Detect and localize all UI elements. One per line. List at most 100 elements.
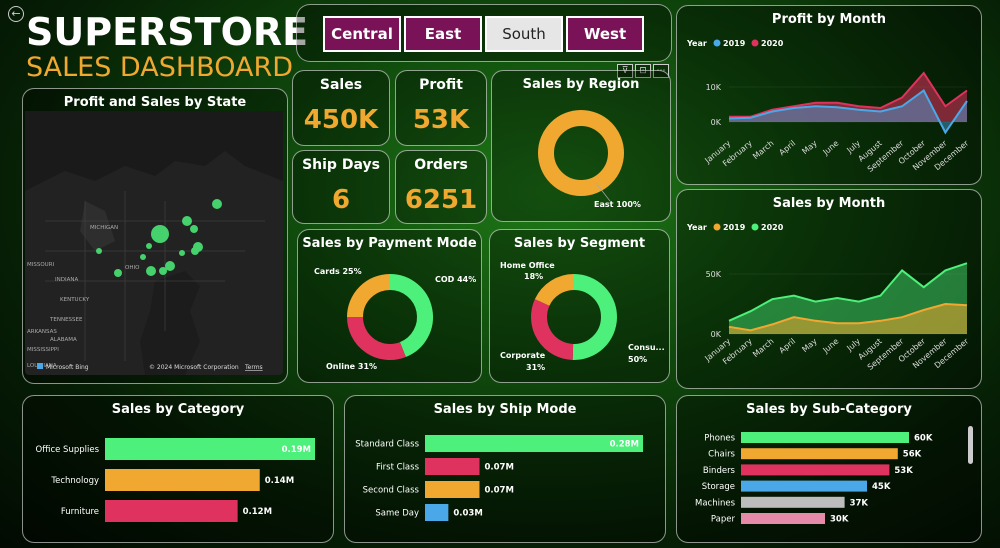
map-label-kentucky: KENTUCKY xyxy=(60,297,90,303)
map-label-alabama: ALABAMA xyxy=(50,337,77,343)
category-card: Sales by Category Office Supplies 0.19M Te… xyxy=(22,395,334,543)
shipmode-bar-chart[interactable]: Standard Class 0.28M First Class 0.07M Secon… xyxy=(345,418,665,542)
map-attribution: © 2024 Microsoft Corporation xyxy=(149,364,239,371)
segment-label-home-office: Home Office xyxy=(500,261,555,270)
map-label-indiana: INDIANA xyxy=(55,277,78,283)
kpi-sales-label: Sales xyxy=(319,77,363,93)
segment-donut-chart[interactable]: Consu... 50% Corporate 31% Home Office 18% xyxy=(490,252,669,382)
area-fill-2019 xyxy=(729,90,967,133)
kpi-orders-value: 6251 xyxy=(404,185,478,215)
bar-category-label: Storage xyxy=(702,482,735,492)
shipmode-card: Sales by Ship Mode Standard Class 0.28M Fi… xyxy=(344,395,666,543)
map-card: Profit and Sales by State MICHIGAN OHIO … xyxy=(22,88,288,384)
kpi-ship-days: Ship Days 6 xyxy=(292,150,390,224)
legend-marker-2019 xyxy=(713,39,721,47)
legend-label-2019: 2019 xyxy=(723,39,746,48)
bar-value-label: 45K xyxy=(872,482,891,492)
bar-furniture xyxy=(105,500,238,522)
kpi-ship-days-label: Ship Days xyxy=(302,157,380,173)
legend-label-2019: 2019 xyxy=(723,223,746,232)
x-tick-label: June xyxy=(821,139,841,158)
segment-pct-consumer: 50% xyxy=(628,355,647,364)
bar-category-label: Office Supplies xyxy=(36,445,100,455)
area-line-2019 xyxy=(728,302,968,332)
segment-pct-corporate: 31% xyxy=(526,363,545,372)
legend-label-2020: 2020 xyxy=(761,39,784,48)
category-bar-chart[interactable]: Office Supplies 0.19M Technology 0.14M Furni… xyxy=(23,418,333,542)
slicer-central[interactable]: Central xyxy=(323,16,401,52)
kpi-sales: Sales 450K xyxy=(292,70,390,146)
kpi-profit: Profit 53K xyxy=(395,70,487,146)
bar-category-label: Chairs xyxy=(708,450,735,460)
y-tick-label: 50K xyxy=(706,270,722,279)
y-tick-label: 10K xyxy=(706,83,722,92)
filter-icon[interactable]: ⊽ xyxy=(617,64,633,78)
subcategory-card: Sales by Sub-Category Phones 60K Chairs 56K… xyxy=(676,395,982,543)
x-tick-label: April xyxy=(777,337,797,356)
x-tick-label: May xyxy=(800,336,819,354)
kpi-sales-value: 450K xyxy=(303,105,379,135)
bar-category-label: First Class xyxy=(376,463,420,473)
area-line-2020 xyxy=(729,71,968,118)
subcategory-scrollbar[interactable] xyxy=(968,426,973,464)
donut-slice-east xyxy=(538,110,624,196)
bar-category-label: Paper xyxy=(711,515,736,525)
kpi-orders: Orders 6251 xyxy=(395,150,487,224)
bar-phones xyxy=(741,432,909,443)
bar-value-label: 37K xyxy=(850,498,869,508)
focus-mode-icon[interactable]: ⊡ xyxy=(635,64,651,78)
sales-month-card: Sales by Month Year 2019 2020 50K 0K January F… xyxy=(676,189,982,389)
bar-chairs xyxy=(741,448,898,460)
x-tick-label: March xyxy=(751,337,775,360)
bar-standard-class xyxy=(425,435,643,452)
bar-value-label: 0.14M xyxy=(265,476,294,486)
bar-value-label: 60K xyxy=(914,434,933,444)
region-donut-chart[interactable]: East 100% xyxy=(492,91,670,221)
bar-binders xyxy=(741,464,890,476)
donut-slice-corporate xyxy=(531,299,574,360)
map-label-missouri: MISSOURI xyxy=(27,262,55,268)
bing-logo: Microsoft Bing xyxy=(46,364,89,371)
bar-value-label: 30K xyxy=(830,515,849,525)
slicer-west[interactable]: West xyxy=(566,16,644,52)
donut-slice-cards xyxy=(347,274,391,318)
y-tick-label: 0K xyxy=(711,118,722,127)
bar-category-label: Phones xyxy=(704,434,735,444)
subcategory-bar-chart[interactable]: Phones 60K Chairs 56K Binders 53K Storage 45K Ma… xyxy=(677,418,977,542)
bar-technology xyxy=(105,469,260,491)
legend-label-2020: 2020 xyxy=(761,223,784,232)
region-label-leader xyxy=(595,182,611,202)
slicer-south[interactable]: South xyxy=(485,16,563,52)
profit-month-card: Profit by Month Year 2019 2020 10K 0K January… xyxy=(676,5,982,185)
map-terms-link[interactable]: Terms xyxy=(244,364,263,371)
bar-value-label: 56K xyxy=(903,450,922,460)
donut-slice-home-office xyxy=(534,274,575,307)
payment-chart-title: Sales by Payment Mode xyxy=(302,236,477,251)
state-map[interactable]: MICHIGAN OHIO INDIANA KENTUCKY TENNESSEE… xyxy=(25,111,285,377)
y-tick-label: 0K xyxy=(711,330,722,339)
segment-pct-home-office: 18% xyxy=(524,272,543,281)
subcategory-chart-title: Sales by Sub-Category xyxy=(746,402,912,417)
segment-label-consumer: Consu... xyxy=(628,343,665,352)
bar-category-label: Machines xyxy=(695,498,736,508)
area-line-2020 xyxy=(728,262,968,322)
shipmode-chart-title: Sales by Ship Mode xyxy=(433,402,577,417)
bar-value-label: 0.07M xyxy=(485,486,514,496)
legend-marker-2019 xyxy=(713,223,721,231)
slicer-east[interactable]: East xyxy=(404,16,482,52)
payment-donut-chart[interactable]: COD 44% Online 31% Cards 25% xyxy=(298,252,481,382)
area-line-2019 xyxy=(728,89,968,135)
x-tick-label: April xyxy=(777,139,797,158)
region-card: Sales by Region East 100% xyxy=(491,70,671,222)
legend-marker-2020 xyxy=(751,223,759,231)
back-arrow-icon[interactable]: ← xyxy=(8,6,24,22)
bar-value-label: 53K xyxy=(894,466,913,476)
kpi-profit-label: Profit xyxy=(419,77,463,93)
bar-category-label: Second Class xyxy=(363,486,420,496)
segment-chart-title: Sales by Segment xyxy=(513,236,646,251)
region-slice-label: East 100% xyxy=(594,200,641,209)
map-label-mississippi: MISSISSIPPI xyxy=(27,347,59,353)
map-bubbles xyxy=(96,199,222,277)
